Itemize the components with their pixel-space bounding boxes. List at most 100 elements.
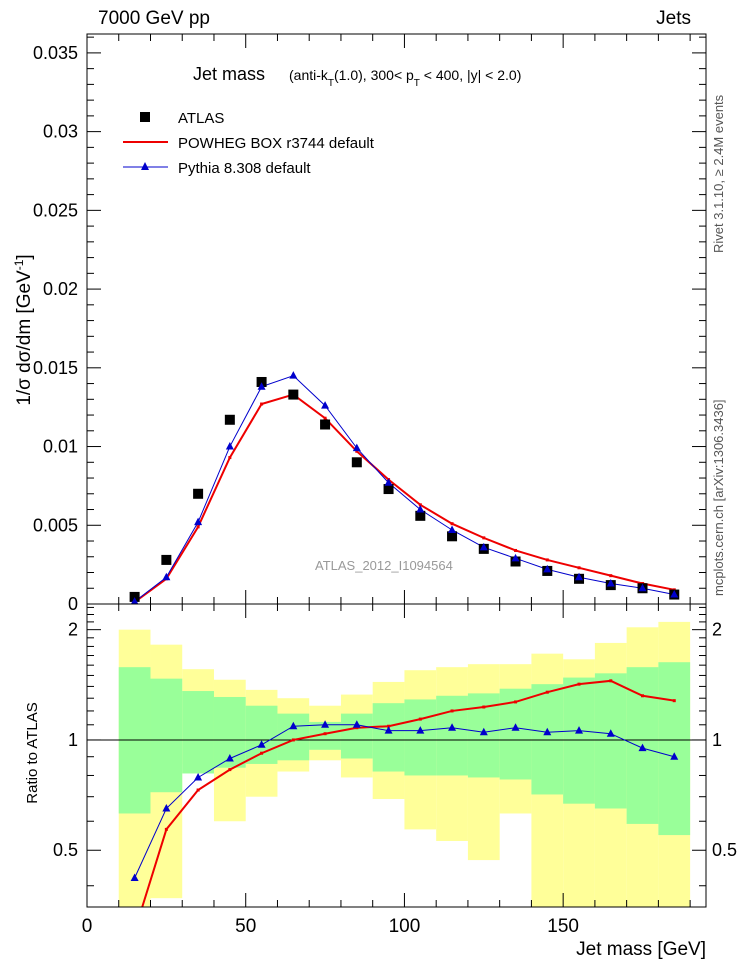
- ratio-powheg-point: [323, 732, 327, 736]
- mcplots-side-label: mcplots.cern.ch [arXiv:1306.3436]: [711, 399, 726, 596]
- ratio-y-tick-label-right: 1: [712, 730, 722, 750]
- ratio-powheg-point: [196, 788, 200, 792]
- ratio-powheg-point: [482, 705, 486, 709]
- ratio-pythia-point: [543, 727, 552, 736]
- stat-uncertainty-band: [404, 699, 437, 776]
- ratio-powheg-line: [141, 679, 675, 907]
- atlas-data-point: [161, 554, 172, 565]
- x-tick-label: 150: [547, 916, 579, 937]
- powheg-point: [482, 536, 486, 540]
- ratio-pythia-point: [638, 743, 647, 752]
- stat-uncertainty-band: [245, 705, 278, 764]
- pythia-point: [606, 579, 615, 587]
- powheg-point: [260, 402, 264, 406]
- pythia-point: [162, 572, 171, 581]
- ratio-pythia-point: [225, 753, 234, 762]
- pythia-point: [352, 443, 361, 452]
- ratio-powheg-point: [672, 699, 676, 703]
- powheg-point: [323, 416, 327, 420]
- header-left-label: 7000 GeV pp: [98, 8, 210, 29]
- ratio-powheg-point: [228, 768, 232, 772]
- pythia-point: [130, 597, 139, 604]
- powheg-point: [355, 449, 359, 453]
- ratio-powheg-point: [418, 717, 422, 721]
- x-tick-label: 50: [235, 916, 256, 937]
- ratio-pythia-point: [257, 740, 266, 748]
- ratio-pythia-point: [448, 723, 457, 731]
- pythia-point: [670, 590, 679, 598]
- atlas-data-point: [193, 488, 204, 499]
- ratio-powheg-point: [609, 679, 613, 683]
- y-tick-label: 0.025: [33, 200, 78, 220]
- stat-uncertainty-band: [150, 678, 183, 793]
- stat-uncertainty-band: [182, 691, 214, 774]
- atlas-data-point: [224, 414, 235, 425]
- pythia-line: [134, 375, 675, 603]
- pythia-point: [448, 525, 457, 533]
- pythia-point: [194, 517, 203, 526]
- atlas-data-point: [129, 591, 140, 602]
- pythia-point: [543, 564, 552, 573]
- ratio-y-tick-label-left: 2: [68, 620, 78, 640]
- ratio-powheg-point: [641, 694, 645, 698]
- pythia-point: [511, 553, 520, 562]
- legend-atlas-marker: [140, 112, 150, 122]
- stat-uncertainty-band: [563, 677, 595, 804]
- main-series: [129, 371, 680, 604]
- powheg-point: [228, 456, 232, 460]
- pythia-point: [321, 401, 330, 409]
- main-y-ticks: 0 0.005 0.01 0.015 0.02 0.025 0.03 0.035: [33, 36, 706, 614]
- pythia-point: [384, 478, 393, 486]
- analysis-watermark: ATLAS_2012_I1094564: [315, 558, 453, 573]
- stat-uncertainty-band: [531, 684, 564, 795]
- main-plot-area: 0 0.005 0.01 0.015 0.02 0.025 0.03 0.035: [33, 33, 707, 614]
- y-tick-label: 0.005: [33, 515, 78, 535]
- ratio-pythia-point: [384, 726, 393, 734]
- atlas-data-point: [447, 531, 458, 542]
- ratio-y-tick-label-left: 1: [68, 730, 78, 750]
- stat-uncertainty-band: [594, 673, 627, 809]
- atlas-data-point: [415, 510, 426, 521]
- atlas-data-point: [383, 484, 394, 495]
- ratio-powheg-point: [514, 700, 518, 704]
- x-ticks: 0 50 100 150: [82, 34, 691, 937]
- ratio-powheg-point: [450, 709, 454, 713]
- pythia-point: [289, 371, 298, 379]
- legend-label-1: POWHEG BOX r3744 default: [178, 135, 375, 152]
- y-tick-label: 0.02: [43, 279, 78, 299]
- legend-label-2: Pythia 8.308 default: [178, 160, 311, 177]
- y-tick-label: 0.035: [33, 43, 78, 63]
- pythia-point: [225, 442, 234, 450]
- ratio-powheg-point: [545, 690, 549, 694]
- atlas-data-point: [320, 419, 331, 430]
- ratio-pythia-point: [511, 723, 520, 731]
- y-tick-label: 0.015: [33, 358, 78, 378]
- ratio-powheg-point: [164, 827, 168, 831]
- legend: ATLAS POWHEG BOX r3744 default Pythia 8.30…: [123, 110, 375, 177]
- ratio-powheg-point: [260, 751, 264, 755]
- ratio-y-axis-label: Ratio to ATLAS: [24, 702, 41, 803]
- y-tick-label: 0.03: [43, 122, 78, 142]
- atlas-data-point: [288, 389, 299, 400]
- ratio-plot-area: 0.5 0.5 1 1 2 2: [53, 603, 737, 933]
- powheg-point: [545, 558, 549, 562]
- x-axis-label: Jet mass [GeV]: [576, 939, 706, 960]
- powheg-point: [418, 503, 422, 507]
- stat-uncertainty-band: [436, 695, 468, 776]
- pythia-point: [638, 583, 647, 592]
- ratio-powheg-point: [133, 930, 136, 933]
- ratio-pythia-point: [670, 752, 679, 760]
- ratio-pythia-point: [606, 729, 615, 737]
- powheg-point: [450, 522, 454, 526]
- ratio-y-ticks: 0.5 0.5 1 1 2 2: [53, 606, 737, 887]
- powheg-point: [514, 548, 518, 552]
- ratio-bands: [118, 621, 691, 907]
- atlas-data-point: [510, 556, 521, 567]
- ratio-pythia-point: [479, 727, 488, 736]
- powheg-line: [134, 393, 675, 603]
- ratio-pythia-point: [289, 721, 298, 730]
- ratio-pythia-point: [194, 772, 203, 781]
- stat-uncertainty-band: [658, 662, 691, 836]
- ratio-y-tick-label-right: 0.5: [712, 840, 737, 860]
